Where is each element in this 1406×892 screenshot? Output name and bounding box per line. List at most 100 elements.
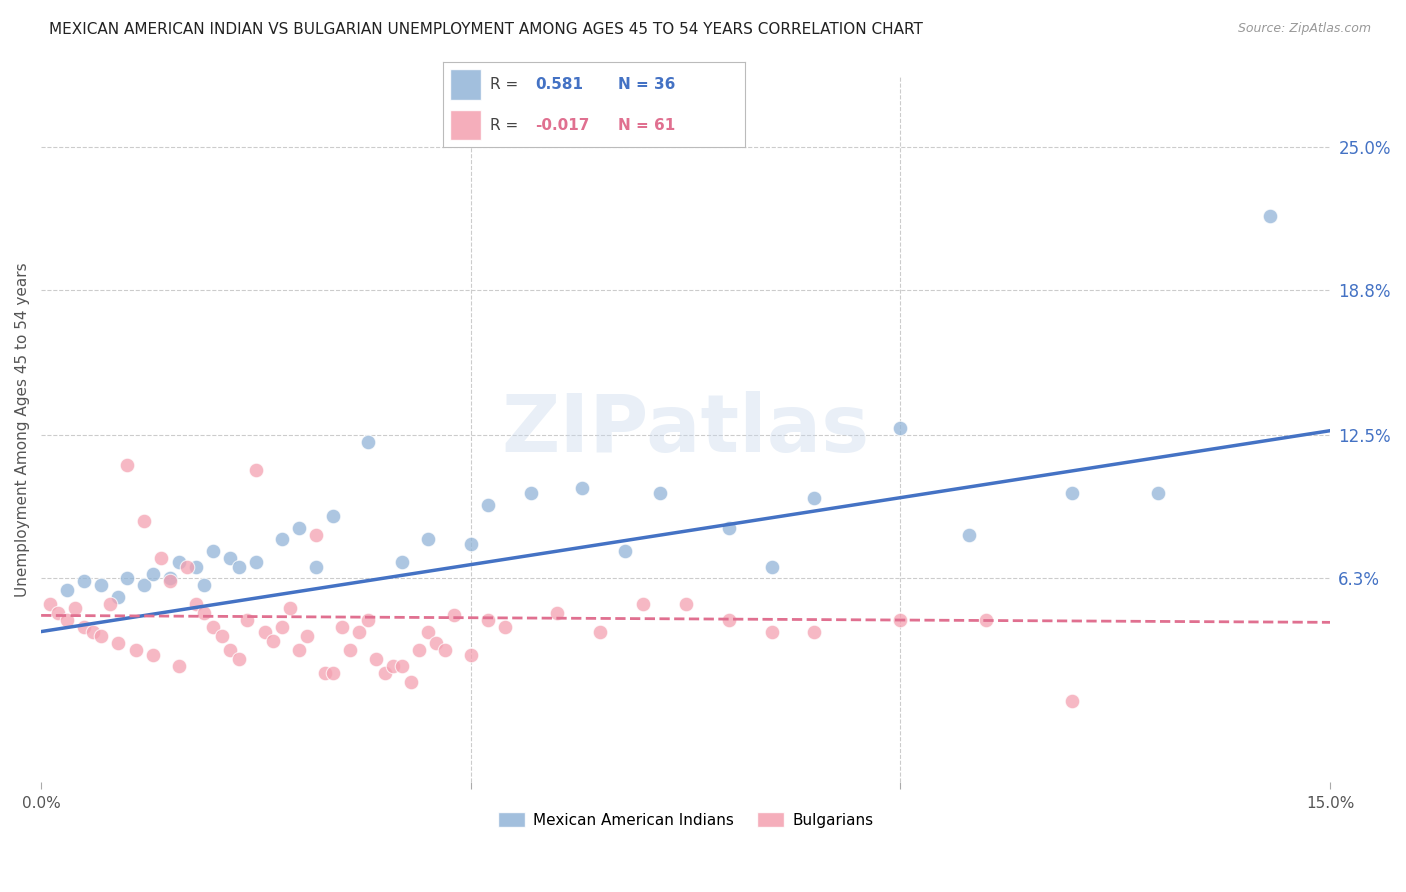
Point — [520, 486, 543, 500]
Text: N = 36: N = 36 — [619, 77, 676, 92]
Point — [219, 550, 242, 565]
Point — [82, 624, 104, 639]
Point — [245, 463, 267, 477]
Point — [98, 597, 121, 611]
Point — [193, 606, 215, 620]
Text: Source: ZipAtlas.com: Source: ZipAtlas.com — [1237, 22, 1371, 36]
Text: N = 61: N = 61 — [619, 118, 675, 133]
Point — [588, 624, 610, 639]
Point — [134, 578, 156, 592]
Point — [201, 543, 224, 558]
Point — [382, 659, 405, 673]
Bar — [450, 110, 481, 140]
Point — [374, 666, 396, 681]
Point — [201, 620, 224, 634]
Point — [245, 555, 267, 569]
Point — [889, 421, 911, 435]
Point — [976, 613, 998, 627]
Point — [184, 560, 207, 574]
Point — [339, 643, 361, 657]
Point — [159, 574, 181, 588]
Point — [115, 458, 138, 473]
Point — [142, 566, 165, 581]
Point — [288, 643, 311, 657]
Bar — [450, 70, 481, 100]
Point — [356, 435, 378, 450]
Point — [571, 482, 593, 496]
Point — [322, 509, 344, 524]
Point — [184, 597, 207, 611]
Point — [115, 572, 138, 586]
Point — [134, 514, 156, 528]
Point — [648, 486, 671, 500]
Point — [159, 572, 181, 586]
Point — [150, 550, 173, 565]
Y-axis label: Unemployment Among Ages 45 to 54 years: Unemployment Among Ages 45 to 54 years — [15, 262, 30, 597]
Point — [391, 555, 413, 569]
Point — [142, 648, 165, 662]
Point — [305, 527, 328, 541]
Point — [167, 659, 190, 673]
Point — [761, 560, 783, 574]
Point — [107, 636, 129, 650]
Point — [107, 590, 129, 604]
Point — [56, 613, 79, 627]
Point — [124, 643, 146, 657]
Point — [65, 601, 87, 615]
Point — [494, 620, 516, 634]
Text: -0.017: -0.017 — [536, 118, 589, 133]
Point — [270, 620, 292, 634]
Text: 0.581: 0.581 — [536, 77, 583, 92]
Point — [73, 620, 96, 634]
Point — [322, 666, 344, 681]
Point — [399, 675, 422, 690]
Point — [90, 629, 112, 643]
Point — [433, 643, 456, 657]
Point — [347, 624, 370, 639]
Point — [761, 624, 783, 639]
Point — [477, 498, 499, 512]
Point — [228, 560, 250, 574]
Point — [803, 624, 825, 639]
Point — [1062, 486, 1084, 500]
Point — [167, 555, 190, 569]
Point — [73, 574, 96, 588]
Point — [416, 624, 439, 639]
Text: MEXICAN AMERICAN INDIAN VS BULGARIAN UNEMPLOYMENT AMONG AGES 45 TO 54 YEARS CORR: MEXICAN AMERICAN INDIAN VS BULGARIAN UNE… — [49, 22, 924, 37]
Point — [228, 652, 250, 666]
Point — [278, 601, 301, 615]
Text: ZIPatlas: ZIPatlas — [502, 391, 870, 468]
Point — [176, 560, 198, 574]
Point — [614, 543, 637, 558]
Point — [803, 491, 825, 505]
Point — [356, 613, 378, 627]
Point — [262, 633, 284, 648]
Point — [219, 643, 242, 657]
Point — [460, 537, 482, 551]
Point — [288, 521, 311, 535]
Point — [193, 578, 215, 592]
Point — [1258, 209, 1281, 223]
Point — [1147, 486, 1170, 500]
Point — [211, 629, 233, 643]
Point — [236, 613, 259, 627]
Point — [416, 533, 439, 547]
Point — [460, 648, 482, 662]
Point — [443, 608, 465, 623]
Point — [957, 527, 980, 541]
Text: R =: R = — [489, 118, 523, 133]
Point — [56, 582, 79, 597]
Point — [330, 620, 353, 634]
Point — [408, 643, 430, 657]
Point — [477, 613, 499, 627]
Point — [717, 613, 740, 627]
Point — [270, 533, 292, 547]
Point — [425, 636, 447, 650]
Point — [38, 597, 60, 611]
Point — [314, 666, 336, 681]
Point — [391, 659, 413, 673]
Point — [675, 597, 697, 611]
Point — [305, 560, 328, 574]
Point — [717, 521, 740, 535]
Legend: Mexican American Indians, Bulgarians: Mexican American Indians, Bulgarians — [492, 806, 879, 834]
